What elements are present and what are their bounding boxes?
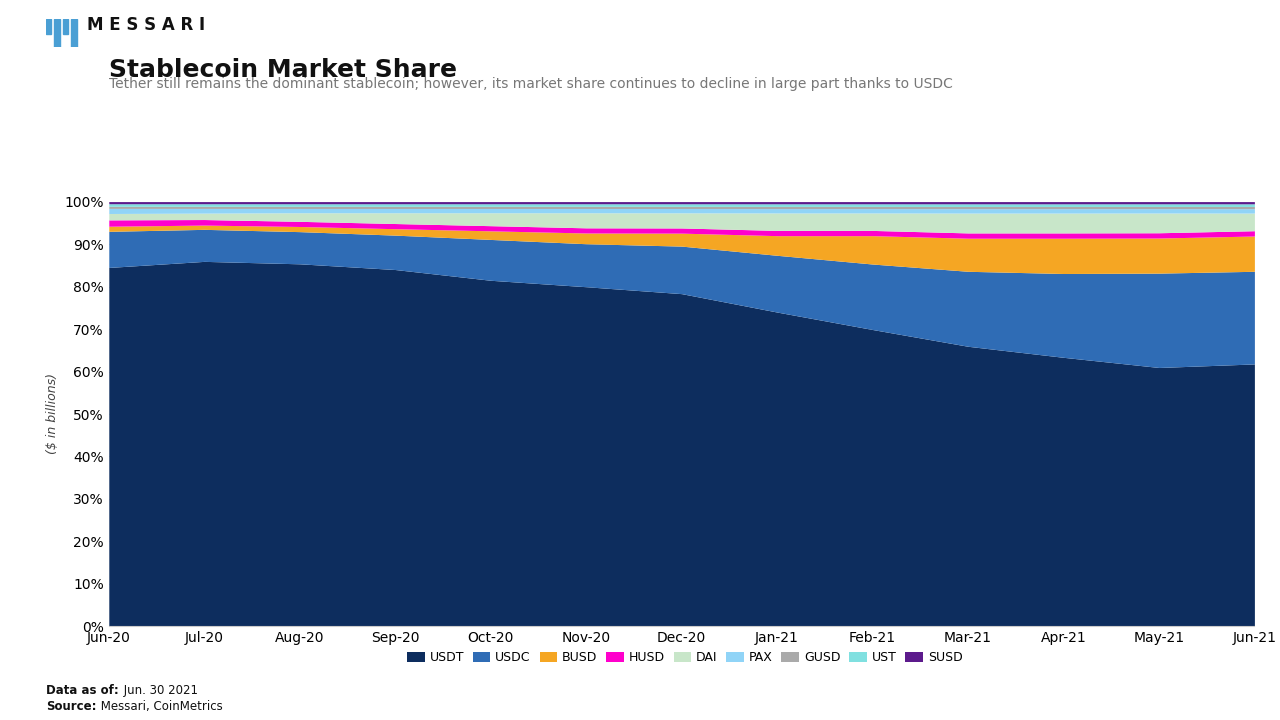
Legend: USDT, USDC, BUSD, HUSD, DAI, PAX, GUSD, UST, SUSD: USDT, USDC, BUSD, HUSD, DAI, PAX, GUSD, …: [402, 646, 968, 669]
Bar: [63, 19, 68, 35]
Bar: [46, 19, 51, 35]
Text: Data as of:: Data as of:: [46, 684, 119, 697]
Text: Stablecoin Market Share: Stablecoin Market Share: [109, 58, 457, 81]
Text: Source:: Source:: [46, 700, 96, 713]
Text: M E S S A R I: M E S S A R I: [87, 17, 205, 34]
Y-axis label: ($ in billions): ($ in billions): [46, 374, 59, 454]
Text: Jun. 30 2021: Jun. 30 2021: [120, 684, 198, 697]
Bar: [55, 19, 60, 47]
Bar: [72, 19, 77, 47]
Text: Tether still remains the dominant stablecoin; however, its market share continue: Tether still remains the dominant stable…: [109, 77, 952, 91]
Text: Messari, CoinMetrics: Messari, CoinMetrics: [97, 700, 223, 713]
